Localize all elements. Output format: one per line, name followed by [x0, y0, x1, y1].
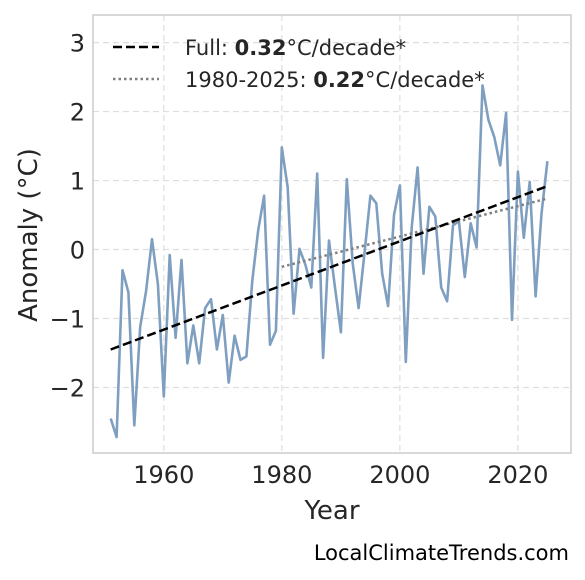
y-tick-label: −1 [50, 305, 85, 333]
y-axis-title: Anomaly (°C) [14, 148, 44, 322]
anomaly-series-line [109, 84, 549, 439]
y-tick-label: 1 [70, 168, 85, 196]
legend-full-value: 0.32 [235, 36, 287, 60]
legend-recent-label: 1980-2025: 0.22°C/decade* [185, 68, 485, 92]
x-tick-label: 2000 [369, 461, 430, 489]
y-tick-labels: −2 −1 0 1 2 3 [50, 30, 85, 403]
legend-recent-prefix: 1980-2025: [185, 68, 313, 92]
legend-full-suffix: °C/decade* [287, 36, 407, 60]
y-tick-label: 2 [70, 99, 85, 127]
y-tick-label: 3 [70, 30, 85, 58]
legend: Full: 0.32°C/decade* 1980-2025: 0.22°C/d… [113, 36, 485, 92]
x-tick-labels: 1960 1980 2000 2020 [133, 461, 548, 489]
legend-recent-value: 0.22 [313, 68, 365, 92]
legend-recent-suffix: °C/decade* [365, 68, 485, 92]
legend-full-label: Full: 0.32°C/decade* [185, 36, 406, 60]
plot-background [93, 15, 571, 453]
recent-trend-line [281, 197, 548, 269]
x-tick-label: 2020 [487, 461, 548, 489]
x-tick-label: 1960 [133, 461, 194, 489]
legend-full-prefix: Full: [185, 36, 235, 60]
series-layer [109, 84, 549, 439]
y-tick-label: 0 [70, 237, 85, 265]
x-tick-label: 1980 [251, 461, 312, 489]
credit-text: LocalClimateTrends.com [314, 541, 569, 565]
plot-frame [92, 14, 572, 454]
y-tick-label: −2 [50, 374, 85, 402]
x-axis-title: Year [303, 496, 359, 526]
